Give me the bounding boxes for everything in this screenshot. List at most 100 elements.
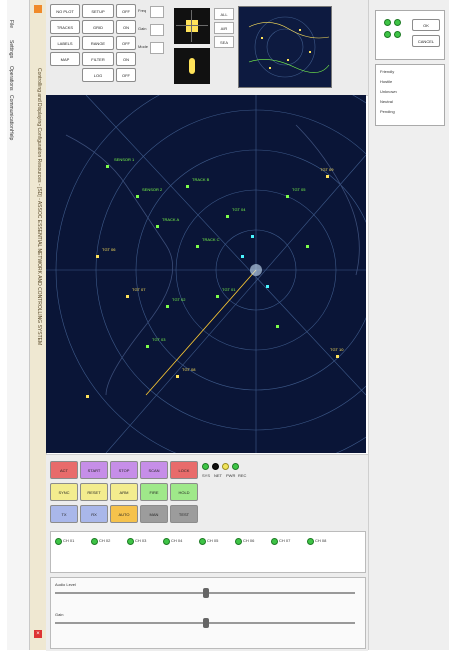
toolbar-freq-label: Freq — [138, 8, 147, 13]
thumbnail-target-2 — [189, 58, 195, 74]
menu-settings[interactable]: Settings — [8, 40, 14, 59]
channel-dot-8 — [307, 538, 314, 545]
channel-dot-4 — [163, 538, 170, 545]
toolbar-btn-grid[interactable]: GRID — [82, 20, 114, 34]
menu-help[interactable]: Help — [8, 130, 14, 141]
left-btn-hold[interactable]: HOLD — [170, 483, 198, 501]
mini-scope-option-sea[interactable]: SEA — [214, 36, 234, 48]
thumbnail-axis-v — [191, 10, 192, 42]
right-indicator-3 — [384, 31, 391, 38]
left-btn-test[interactable]: TEST — [170, 505, 198, 523]
status-label-rec: REC — [238, 473, 247, 478]
bottom-panel: ACT START STOP SCAN LOCK SYNC RESET ARM … — [46, 454, 368, 651]
status-label-sys: SYS — [202, 473, 211, 478]
toolbar-toggle-4[interactable]: ON — [116, 52, 136, 66]
channel-dot-2 — [91, 538, 98, 545]
scope-label-7: TGT 02 — [172, 297, 186, 302]
channel-label-2[interactable]: CH 02 — [99, 538, 111, 543]
slider-1-thumb[interactable] — [203, 588, 209, 598]
legend-hostile: Hostile — [380, 79, 393, 84]
thumbnail-scope-1[interactable] — [174, 8, 210, 44]
toolbar-btn-labels[interactable]: LABELS — [50, 36, 80, 50]
channel-dot-7 — [271, 538, 278, 545]
left-btn-fire[interactable]: FIRE — [140, 483, 168, 501]
left-btn-tx[interactable]: TX — [50, 505, 78, 523]
status-dot-1 — [202, 463, 209, 470]
ok-button[interactable]: OK — [412, 19, 440, 31]
legend-unknown: Unknown — [380, 89, 397, 94]
channel-label-5[interactable]: CH 05 — [207, 538, 219, 543]
left-btn-reset[interactable]: RESET — [80, 483, 108, 501]
mini-scope-option-all[interactable]: ALL — [214, 8, 234, 20]
legend-friendly: Friendly — [380, 69, 395, 74]
toolbar-btn-log[interactable]: LOG — [82, 68, 114, 82]
toolbar-box-2[interactable] — [150, 24, 164, 36]
cancel-button[interactable]: CANCEL — [412, 35, 440, 47]
left-btn-scan[interactable]: SCAN — [140, 461, 168, 479]
toolbar-toggle-1[interactable]: OFF — [116, 4, 136, 18]
thumbnail-axis-h — [176, 25, 208, 26]
scope-label-5: TRACK C — [202, 237, 220, 242]
close-icon[interactable]: × — [34, 630, 42, 638]
toolbar-toggle-5[interactable]: OFF — [116, 68, 136, 82]
toolbar-btn-range[interactable]: RANGE — [82, 36, 114, 50]
menu-file[interactable]: File — [8, 20, 14, 29]
left-btn-sync[interactable]: SYNC — [50, 483, 78, 501]
left-btn-auto[interactable]: AUTO — [110, 505, 138, 523]
scope-label-13: TGT 08 — [182, 367, 196, 372]
status-label-net: NET — [214, 473, 222, 478]
slider-2-label: Gain — [55, 612, 64, 617]
scope-label-15: TGT 10 — [330, 347, 344, 352]
scope-label-8: TGT 03 — [152, 337, 166, 342]
menu-operations[interactable]: Operations — [8, 66, 14, 91]
scope-label-6: TGT 01 — [222, 287, 236, 292]
scope-label-2: SENSOR 2 — [142, 187, 163, 192]
right-indicator-4 — [394, 31, 401, 38]
radar-scope[interactable]: SENSOR 1 SENSOR 2 TRACK A TRACK B TRACK … — [46, 69, 449, 471]
channel-label-3[interactable]: CH 03 — [135, 538, 147, 543]
legend-box: Friendly Hostile Unknown Neutral Pending — [375, 64, 445, 126]
right-status-box: OK CANCEL — [375, 10, 445, 60]
left-btn-stop[interactable]: STOP — [110, 461, 138, 479]
toolbar-toggle-3[interactable]: OFF — [116, 36, 136, 50]
channel-label-1[interactable]: CH 01 — [63, 538, 75, 543]
toolbar-btn-map[interactable]: MAP — [50, 52, 80, 66]
slider-2-thumb[interactable] — [203, 618, 209, 628]
left-btn-man[interactable]: MAN — [140, 505, 168, 523]
toolbar-gain-label: Gain — [138, 26, 147, 31]
channel-dot-6 — [235, 538, 242, 545]
mini-map[interactable] — [238, 6, 332, 88]
left-btn-act[interactable]: ACT — [50, 461, 78, 479]
right-panel: OK CANCEL Friendly Hostile Unknown Neutr… — [368, 0, 449, 650]
toolbar-toggle-2[interactable]: ON — [116, 20, 136, 34]
toolbar-box-1[interactable] — [150, 6, 164, 18]
channel-label-7[interactable]: CH 07 — [279, 538, 291, 543]
scope-label-14: TGT 09 — [320, 167, 334, 172]
channel-dot-1 — [55, 538, 62, 545]
channel-label-4[interactable]: CH 04 — [171, 538, 183, 543]
toolbar-btn-tracks[interactable]: TRACKS — [50, 20, 80, 34]
status-dot-4 — [232, 463, 239, 470]
thumbnail-scope-2[interactable] — [174, 48, 210, 84]
menu-communication[interactable]: Communication — [8, 95, 14, 130]
toolbar-btn-setup[interactable]: SETUP — [82, 4, 114, 18]
scope-label-3: TRACK A — [162, 217, 180, 222]
slider-panel: Audio Level Gain — [50, 577, 366, 649]
left-btn-arm[interactable]: ARM — [110, 483, 138, 501]
thumbnail-target — [186, 20, 198, 32]
channel-dot-5 — [199, 538, 206, 545]
left-btn-lock[interactable]: LOCK — [170, 461, 198, 479]
legend-pending: Pending — [380, 109, 395, 114]
left-btn-rx[interactable]: RX — [80, 505, 108, 523]
status-dot-3 — [222, 463, 229, 470]
toolbar-btn-filter[interactable]: FILTER — [82, 52, 114, 66]
toolbar-btn-noplot[interactable]: NO PLOT — [50, 4, 80, 18]
toolbar-box-3[interactable] — [150, 42, 164, 54]
legend-neutral: Neutral — [380, 99, 393, 104]
scope-label-1: SENSOR 1 — [114, 157, 135, 162]
mini-scope-option-air[interactable]: AIR — [214, 22, 234, 34]
channel-label-6[interactable]: CH 06 — [243, 538, 255, 543]
channel-label-8[interactable]: CH 08 — [315, 538, 327, 543]
slider-1-label: Audio Level — [55, 582, 76, 587]
left-btn-start[interactable]: START — [80, 461, 108, 479]
